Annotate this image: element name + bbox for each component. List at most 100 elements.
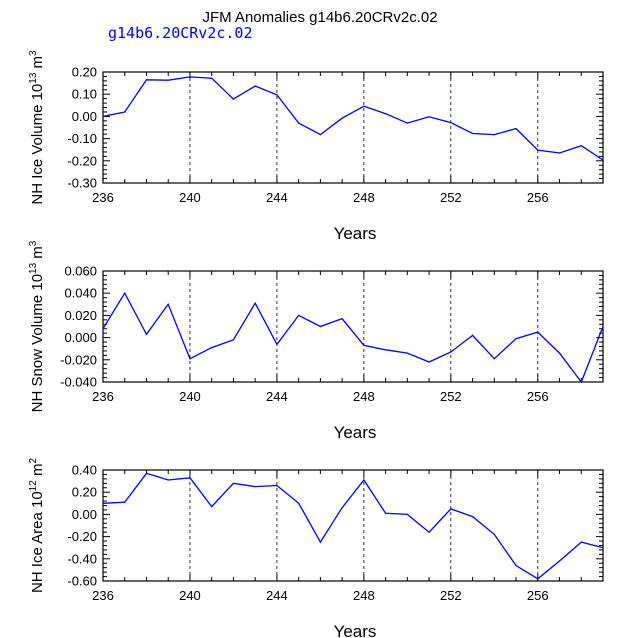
y-tick-label: 0.20 (72, 485, 97, 500)
data-point (471, 132, 474, 135)
data-point (254, 302, 256, 304)
y-tick-label: 0.040 (64, 286, 97, 301)
data-point (363, 105, 365, 107)
y-axis-label: NH Ice Volume 1013 m3 (28, 50, 46, 205)
x-tick-label: 240 (179, 389, 201, 404)
data-point (145, 472, 148, 474)
data-point (211, 506, 213, 508)
data-point (363, 344, 365, 346)
series-line (102, 76, 604, 161)
data-point (232, 98, 235, 100)
x-tick-label: 252 (440, 588, 462, 603)
y-tick-label: -0.60 (67, 574, 97, 589)
data-point (385, 113, 387, 115)
y-axis-label: NH Snow Volume 1013 m3 (28, 240, 46, 412)
data-point (580, 145, 582, 147)
plot-frame (102, 469, 604, 582)
x-tick-label: 244 (266, 190, 288, 205)
data-point (211, 77, 213, 79)
data-point (385, 512, 387, 514)
x-axis-label: Years (334, 224, 377, 243)
x-tick-label: 244 (266, 389, 288, 404)
data-point (515, 128, 517, 130)
y-tick-label: 0.00 (72, 109, 97, 124)
x-tick-label: 256 (527, 389, 549, 404)
data-point (428, 116, 430, 118)
chart-title: JFM Anomalies g14b6.20CRv2c.02 (202, 9, 437, 26)
y-tick-label: 0.060 (64, 264, 97, 279)
data-point (124, 501, 126, 503)
y-tick-label: 0.40 (72, 463, 97, 478)
x-tick-label: 240 (179, 190, 201, 205)
data-point (493, 533, 495, 535)
x-tick-label: 236 (92, 190, 114, 205)
data-point (254, 486, 256, 488)
data-point (428, 361, 430, 363)
plot-frame (102, 71, 604, 184)
data-point (406, 352, 408, 354)
x-tick-label: 236 (92, 588, 114, 603)
data-point (493, 134, 495, 136)
panel-snow-volume: -0.040 -0.020 0.000 0.020 0.040 0.060 236 240 24… (28, 240, 604, 442)
data-point (102, 328, 104, 330)
data-point (602, 547, 604, 549)
data-point (363, 479, 365, 481)
data-point (145, 333, 148, 335)
y-tick-label: -0.30 (67, 176, 97, 191)
data-point (558, 152, 561, 154)
data-point (211, 346, 213, 349)
data-point (341, 117, 343, 119)
x-axis-label: Years (334, 423, 377, 442)
data-point (124, 292, 126, 294)
y-tick-label: 0.10 (72, 87, 97, 102)
data-point (102, 115, 104, 117)
data-point (471, 516, 474, 518)
data-point (189, 358, 191, 360)
data-point (167, 303, 169, 305)
series-line (102, 291, 604, 384)
x-tick-label: 236 (92, 389, 114, 404)
data-point (558, 560, 561, 562)
data-point (232, 482, 235, 484)
data-point (319, 134, 321, 136)
data-point (276, 343, 278, 345)
x-tick-label: 248 (353, 190, 375, 205)
data-point (580, 381, 582, 383)
x-tick-label: 252 (440, 389, 462, 404)
x-tick-label: 244 (266, 588, 288, 603)
data-point (537, 578, 539, 580)
data-point (254, 85, 256, 87)
data-point (471, 334, 474, 336)
y-tick-label: -0.040 (60, 375, 97, 390)
data-point (145, 79, 148, 81)
x-tick-label: 252 (440, 190, 462, 205)
y-tick-label: 0.000 (64, 330, 97, 345)
panel-ice-area: -0.60 -0.40 -0.20 0.00 0.20 0.40 236 240 244 248 2… (28, 458, 604, 638)
data-point (298, 122, 300, 124)
x-tick-label: 256 (527, 190, 549, 205)
series-line (102, 472, 604, 580)
x-tick-label: 256 (527, 588, 549, 603)
y-axis-label: NH Ice Area 1012 m2 (28, 458, 46, 594)
y-tick-label: -0.40 (67, 551, 97, 566)
x-tick-label: 240 (179, 588, 201, 603)
data-point (515, 338, 517, 340)
data-point (319, 541, 321, 543)
data-point (124, 111, 126, 113)
data-point (493, 358, 495, 360)
data-point (580, 541, 582, 543)
data-point (537, 149, 539, 151)
data-point (602, 159, 604, 161)
y-tick-label: -0.10 (67, 131, 97, 146)
y-tick-label: 0.00 (72, 507, 97, 522)
data-point (537, 331, 539, 333)
x-tick-label: 248 (353, 389, 375, 404)
data-point (602, 325, 604, 328)
plot-frame (102, 270, 604, 383)
data-point (167, 79, 169, 81)
panel-ice-volume: -0.30 -0.20 -0.10 0.00 0.10 0.20 236 240 244 248 2… (28, 50, 604, 243)
data-point (450, 122, 452, 124)
data-point (167, 479, 169, 481)
y-tick-label: 0.020 (64, 308, 97, 323)
